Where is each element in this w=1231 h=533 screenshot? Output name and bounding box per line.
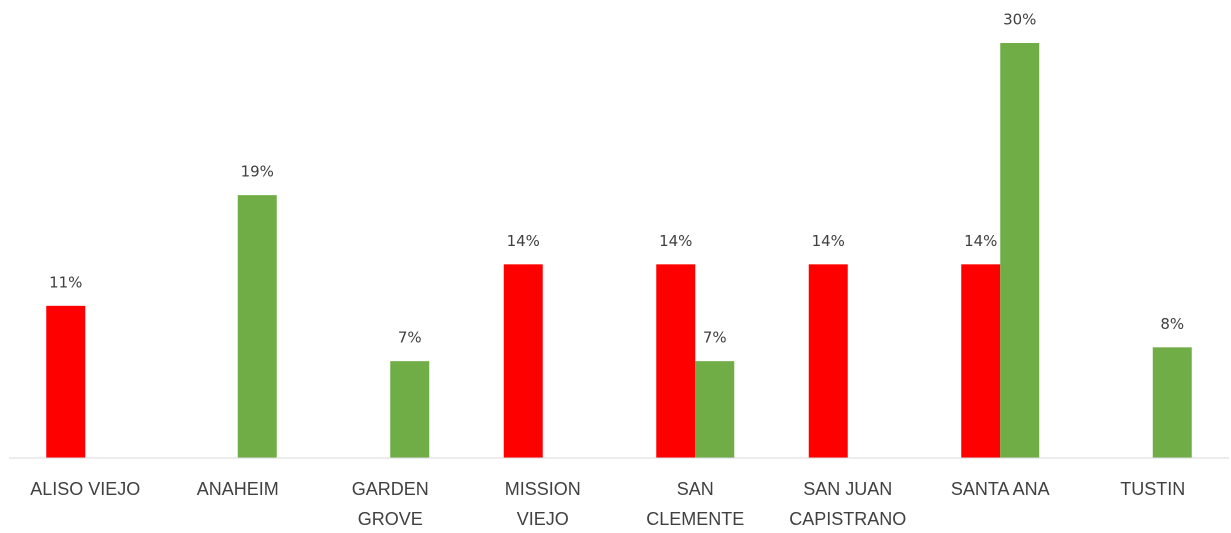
x-tick-label: VIEJO — [517, 509, 569, 529]
bar — [695, 361, 735, 458]
data-label: 8% — [1160, 315, 1184, 333]
bar — [656, 264, 696, 458]
x-tick-label: CAPISTRANO — [789, 509, 906, 529]
x-tick-label: ALISO VIEJO — [30, 479, 140, 499]
data-label: 14% — [659, 232, 692, 250]
x-tick-label: CLEMENTE — [646, 509, 744, 529]
data-label: 30% — [1003, 11, 1036, 29]
bar — [1000, 43, 1040, 458]
data-label: 14% — [812, 232, 845, 250]
x-tick-label: SAN — [677, 479, 714, 499]
x-tick-label: ANAHEIM — [197, 479, 279, 499]
bar — [1152, 347, 1192, 458]
bar — [808, 264, 848, 458]
x-tick-label: GROVE — [358, 509, 423, 529]
x-tick-label: MISSION — [505, 479, 581, 499]
bar — [390, 361, 430, 458]
data-label: 7% — [398, 329, 422, 347]
bar — [961, 264, 1001, 458]
x-tick-label: TUSTIN — [1120, 479, 1185, 499]
data-label: 11% — [49, 273, 82, 291]
x-tick-label: GARDEN — [352, 479, 429, 499]
bar — [46, 305, 86, 458]
data-label: 14% — [964, 232, 997, 250]
x-tick-label: SAN JUAN — [803, 479, 892, 499]
data-label: 7% — [703, 329, 727, 347]
x-tick-label: SANTA ANA — [951, 479, 1050, 499]
bar — [237, 195, 277, 458]
data-label: 19% — [241, 163, 274, 181]
bar — [503, 264, 543, 458]
data-label: 14% — [507, 232, 540, 250]
